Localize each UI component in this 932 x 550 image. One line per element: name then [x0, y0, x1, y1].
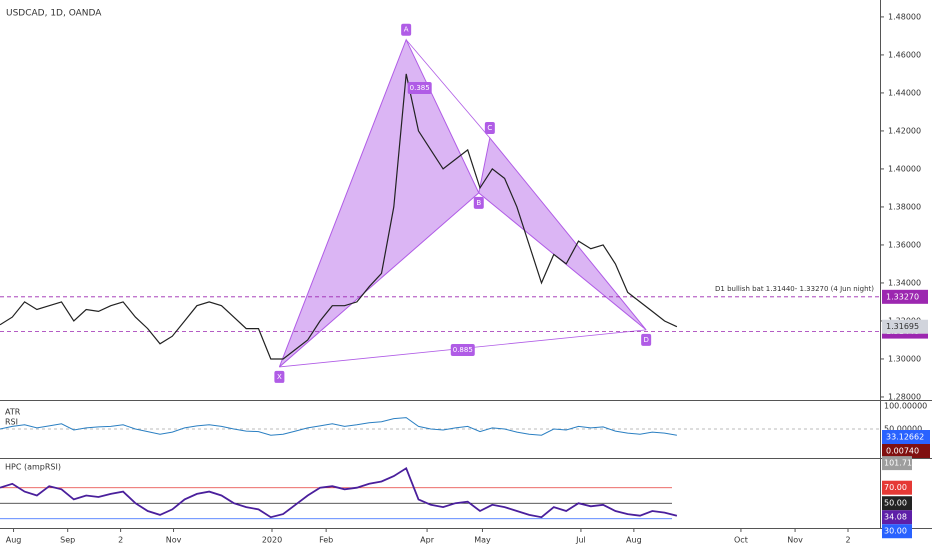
y-tick-label: 1.44000 [888, 88, 921, 97]
series-line [0, 73, 678, 360]
y-tick-label: 1.30000 [888, 354, 921, 363]
x-tick-label: Jul [575, 536, 586, 545]
value-box [882, 430, 930, 444]
x-tick-label: Sep [60, 536, 75, 545]
y-tick-label: 100.00000 [884, 402, 927, 411]
value-box [882, 444, 930, 458]
x-tick-label: Aug [626, 536, 642, 545]
pattern-point-label: D [643, 336, 648, 344]
pane-label: RSI [5, 418, 18, 427]
level-label-box [882, 289, 928, 304]
series-line [0, 417, 677, 436]
level-label: 30.00 [884, 527, 907, 536]
level-label-box [882, 456, 912, 471]
level-label-box [882, 496, 912, 511]
pattern-leg [405, 39, 491, 139]
x-tick-label: 2 [118, 536, 123, 545]
annotation: D1 bullish bat 1.31440- 1.33270 (4 Jun n… [715, 285, 874, 293]
pattern-point-label: C [487, 124, 492, 132]
pattern-point-box [274, 370, 285, 383]
pattern-point-label: A [404, 26, 409, 34]
pattern-point-label: B [476, 199, 481, 207]
y-tick-label: 1.38000 [888, 202, 921, 211]
x-tick-label: 2 [845, 536, 850, 545]
x-tick-label: Aug [6, 536, 22, 545]
y-tick-label: 1.40000 [888, 164, 921, 173]
pattern-point-box [473, 196, 484, 209]
x-tick-label: 2020 [262, 536, 282, 545]
level-label: 34.08 [884, 513, 907, 522]
ratio-box [450, 344, 475, 357]
x-tick-label: Feb [319, 536, 333, 545]
y-tick-label: 50.00000 [884, 424, 922, 433]
ratio-label: 0.885 [453, 346, 473, 354]
pattern-point-box [641, 333, 652, 346]
last-price-label: 1.31695 [886, 322, 919, 331]
level-label-box [882, 480, 912, 495]
level-label: 1.33270 [886, 292, 919, 301]
x-tick-label: Nov [166, 536, 182, 545]
level-label: 70.00 [884, 483, 907, 492]
x-tick-label: Nov [787, 536, 803, 545]
chart-title: USDCAD, 1D, OANDA [6, 9, 102, 19]
x-tick-label: May [474, 536, 491, 545]
ratio-box [407, 81, 432, 94]
value-label: 0.00740 [886, 447, 919, 456]
pane-label: ATR [5, 408, 21, 417]
y-tick-label: 1.34000 [888, 278, 921, 287]
y-tick-label: 1.46000 [888, 50, 921, 59]
last-price-box [882, 319, 928, 334]
level-label-box [882, 524, 912, 539]
y-tick-label: 1.42000 [888, 126, 921, 135]
y-tick-label: 1.28000 [888, 392, 921, 401]
pattern-point-label: X [277, 373, 282, 381]
ratio-label: 0.385 [410, 84, 430, 92]
x-tick-label: Oct [734, 536, 748, 545]
pattern-point-box [484, 121, 495, 134]
level-label: 50.00 [884, 499, 907, 508]
pane-label: HPC (ampRSI) [5, 463, 61, 472]
series-line [0, 466, 678, 519]
pattern-point-box [401, 23, 412, 36]
y-tick-label: 1.36000 [888, 240, 921, 249]
level-label-box [882, 510, 912, 525]
level-label: 101.71 [884, 459, 912, 468]
x-tick-label: Apr [420, 536, 435, 545]
pattern-triangle [278, 38, 480, 368]
value-label: 33.12662 [886, 433, 924, 442]
y-tick-label: 1.48000 [888, 12, 921, 21]
